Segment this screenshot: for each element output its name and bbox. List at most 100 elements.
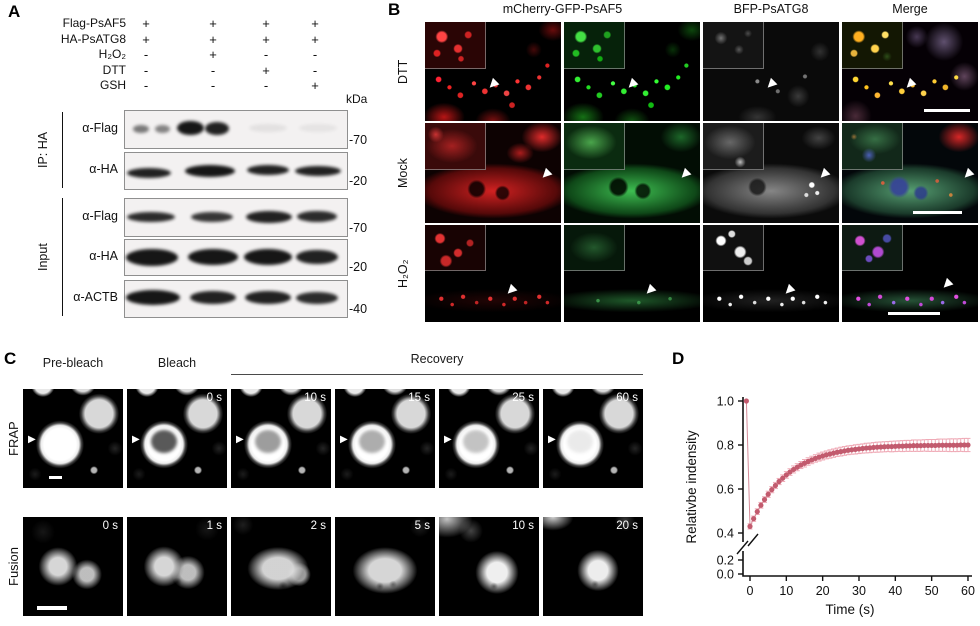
inset-image — [703, 123, 764, 170]
condition-row: GSH - - - + — [0, 78, 380, 93]
svg-text:0.2: 0.2 — [717, 554, 734, 568]
blot-input-ha — [124, 239, 348, 276]
time-label: 20 s — [616, 520, 638, 532]
condition-label: GSH — [99, 78, 126, 93]
condition-value: - — [312, 62, 318, 78]
fusion-frame-20s: 20 s — [543, 517, 643, 616]
panel-c-label: C — [4, 349, 17, 368]
condition-value: + — [209, 47, 217, 63]
kda-label: kDa — [346, 92, 368, 106]
micrograph-mock-merge: ▶ — [842, 123, 978, 223]
condition-row: Flag-PsAF5 + + + + — [0, 16, 380, 31]
arrowhead-icon: ▶ — [939, 277, 956, 294]
scale-bar — [37, 606, 67, 610]
inset-image — [842, 123, 903, 170]
time-label: 5 s — [414, 520, 430, 532]
mw-marker: -20 — [349, 174, 368, 188]
panel-a-label: A — [8, 2, 21, 21]
condition-value: - — [143, 62, 149, 78]
svg-text:Relativbe indensity: Relativbe indensity — [684, 430, 699, 544]
phase-label-recovery: Recovery — [410, 352, 464, 366]
svg-text:40: 40 — [888, 584, 902, 598]
inset-image — [564, 225, 625, 271]
condition-row: DTT - - + - — [0, 63, 380, 78]
group-bracket-ip — [62, 112, 63, 188]
condition-value: + — [311, 78, 319, 94]
frap-frame-15s: ▶ 15 s — [335, 389, 435, 488]
time-label: 0 s — [206, 392, 222, 404]
arrowhead-icon: ▶ — [816, 166, 833, 184]
arrowhead-icon: ▶ — [132, 434, 140, 445]
phase-label-prebleach: Pre-bleach — [42, 356, 104, 370]
scale-bar — [888, 312, 940, 316]
condition-value: + — [209, 31, 217, 47]
arrowhead-icon: ▶ — [763, 77, 780, 94]
svg-text:0.8: 0.8 — [717, 439, 734, 453]
arrowhead-icon: ▶ — [485, 77, 502, 94]
micrograph-h2o2-bfp: ▶ — [703, 225, 839, 322]
time-label: 0 s — [102, 520, 118, 532]
mw-marker: -70 — [349, 133, 368, 147]
arrowhead-icon: ▶ — [677, 166, 694, 184]
row-label-frap: FRAP — [6, 421, 21, 456]
inset-image — [425, 225, 486, 271]
time-label: 2 s — [310, 520, 326, 532]
fusion-frame-1s: 1 s — [127, 517, 227, 616]
inset-image — [842, 225, 903, 271]
arrowhead-icon: ▶ — [902, 77, 919, 94]
svg-text:50: 50 — [925, 584, 939, 598]
svg-text:60: 60 — [961, 584, 975, 598]
time-label: 60 s — [616, 392, 638, 404]
fusion-frame-0s: 0 s — [23, 517, 123, 616]
scale-bar — [912, 211, 962, 214]
column-header-bfp: BFP-PsATG8 — [733, 2, 809, 16]
condition-row: H₂O₂ - + - - — [0, 47, 380, 62]
condition-value: - — [312, 47, 318, 63]
svg-text:0.6: 0.6 — [717, 483, 734, 497]
condition-label: Flag-PsAF5 — [62, 16, 126, 30]
svg-text:Time (s): Time (s) — [826, 602, 875, 617]
fusion-frame-5s: 5 s — [335, 517, 435, 616]
condition-row: HA-PsATG8 + + + + — [0, 32, 380, 47]
inset-image — [425, 22, 486, 69]
arrowhead-icon: ▶ — [444, 434, 452, 445]
micrograph-dtt-merge: ▶ — [842, 22, 978, 121]
scale-bar — [923, 109, 970, 113]
condition-label: HA-PsATG8 — [60, 31, 126, 46]
mw-marker: -70 — [349, 221, 368, 235]
condition-value: + — [209, 16, 217, 31]
panel-d-label: D — [672, 349, 685, 368]
condition-value: - — [143, 47, 149, 63]
antibody-label: α-Flag — [82, 121, 118, 135]
condition-value: - — [143, 78, 149, 94]
svg-text:10: 10 — [779, 584, 793, 598]
condition-value: - — [263, 78, 269, 94]
inset-image — [564, 123, 625, 170]
condition-grid: Flag-PsAF5 + + + + HA-PsATG8 + + + + H₂O₂ - + - - DTT - -… — [0, 16, 380, 106]
svg-text:0.0: 0.0 — [717, 568, 734, 582]
condition-value: - — [210, 78, 216, 94]
arrowhead-icon: ▶ — [780, 282, 798, 300]
arrowhead-icon: ▶ — [502, 282, 520, 300]
arrowhead-icon: ▶ — [960, 166, 978, 184]
antibody-label: α-Flag — [82, 209, 118, 223]
frap-frame-10s: ▶ 10 s — [231, 389, 331, 488]
row-label-h2o2: H₂O₂ — [396, 259, 410, 288]
blot-ip-ha — [124, 152, 348, 190]
svg-text:20: 20 — [816, 584, 830, 598]
column-header-mcherry-gfp: mCherry-GFP-PsAF5 — [502, 2, 623, 16]
micrograph-h2o2-mcherry: ▶ — [425, 225, 561, 322]
mw-marker: -20 — [349, 260, 368, 274]
fusion-frame-2s: 2 s — [231, 517, 331, 616]
mw-marker: -40 — [349, 302, 368, 316]
time-label: 10 s — [304, 392, 326, 404]
antibody-label: α-ACTB — [73, 290, 118, 304]
micrograph-mock-gfp: ▶ — [564, 123, 700, 223]
antibody-label: α-HA — [89, 249, 118, 263]
arrowhead-icon: ▶ — [28, 434, 36, 445]
condition-value: + — [262, 62, 270, 78]
micrograph-dtt-mcherry: ▶ — [425, 22, 561, 121]
svg-text:30: 30 — [852, 584, 866, 598]
condition-label: DTT — [102, 62, 126, 77]
inset-image — [842, 22, 903, 69]
